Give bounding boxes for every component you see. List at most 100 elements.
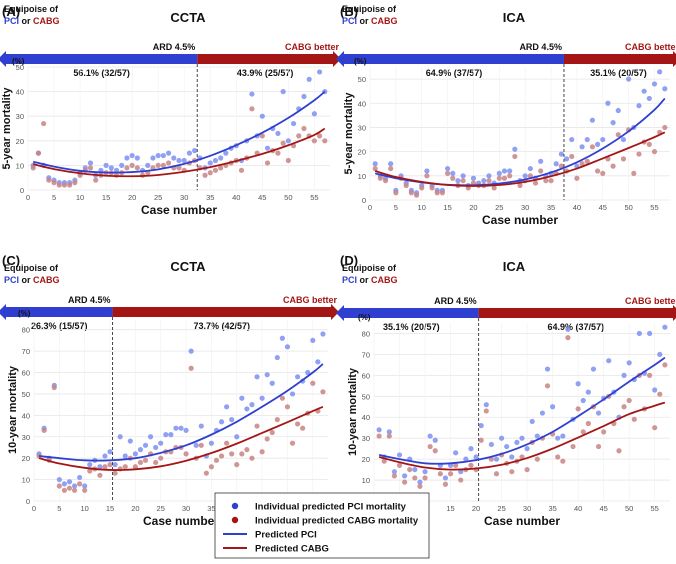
cabg-point xyxy=(198,442,204,448)
pci-point xyxy=(212,157,219,164)
pci-arrow-bar xyxy=(344,54,564,64)
pci-point xyxy=(306,76,312,82)
cabg-point xyxy=(413,192,420,198)
pci-point xyxy=(71,483,78,489)
pci-point xyxy=(590,366,597,372)
cabg-point xyxy=(646,372,653,378)
x-tick-label: 40 xyxy=(573,203,581,212)
y-tick-label: 10 xyxy=(22,476,30,485)
cabg-point xyxy=(310,380,316,386)
panel-letter: (B) xyxy=(340,4,358,19)
pci-point xyxy=(550,404,556,410)
pci-point xyxy=(208,440,215,446)
pci-point xyxy=(160,152,166,159)
pci-point xyxy=(657,69,663,75)
cabg-share-label: 73.7% (42/57) xyxy=(194,321,251,331)
y-tick-label: 30 xyxy=(16,112,24,121)
x-tick-label: 30 xyxy=(523,504,531,513)
x-tick-label: 30 xyxy=(182,504,190,513)
pci-point xyxy=(284,344,291,350)
pci-point xyxy=(455,178,461,184)
x-axis-label: Case number xyxy=(484,514,560,528)
cabg-point xyxy=(538,168,544,174)
cabg-point xyxy=(153,459,159,466)
pci-point xyxy=(522,173,528,179)
cabg-point xyxy=(610,163,616,169)
cabg-arrow-head xyxy=(331,304,339,320)
cabg-point xyxy=(657,391,663,397)
pci-point xyxy=(145,162,151,168)
x-tick-label: 15 xyxy=(446,504,454,513)
cabg-point xyxy=(208,464,215,470)
cabg-point xyxy=(388,165,394,172)
cabg-point xyxy=(432,448,438,454)
pci-point xyxy=(600,136,606,143)
cabg-point xyxy=(534,456,540,462)
pci-point xyxy=(444,165,451,172)
cabg-point xyxy=(134,165,140,171)
pci-point xyxy=(112,462,118,468)
cabg-point xyxy=(160,162,166,168)
pci-point xyxy=(234,434,240,440)
cabg-point xyxy=(41,120,47,127)
x-tick-label: 5 xyxy=(57,504,61,513)
pci-point xyxy=(569,136,575,143)
equipoise-label: Equipoise of xyxy=(342,4,397,14)
pci-point xyxy=(142,442,149,448)
pci-point xyxy=(316,69,323,75)
x-tick-label: 5 xyxy=(52,193,56,202)
cabg-point xyxy=(93,177,99,183)
pci-point xyxy=(605,100,611,106)
pci-point xyxy=(555,435,561,441)
pci-point xyxy=(662,86,668,92)
cabg-point xyxy=(132,464,138,470)
pci-point xyxy=(56,476,62,483)
pci-arrow-bar xyxy=(344,308,479,318)
panel-letter: (D) xyxy=(340,253,358,268)
pci-point xyxy=(254,374,260,380)
equipoise-line: PCI or CABG xyxy=(4,275,60,285)
pci-point xyxy=(453,450,459,456)
pci-arrow-bar xyxy=(6,307,113,317)
pci-point xyxy=(501,168,508,174)
x-tick-label: 55 xyxy=(651,504,659,513)
x-tick-label: 35 xyxy=(206,193,214,202)
pci-point xyxy=(275,130,281,137)
pci-point xyxy=(391,469,398,475)
pci-point xyxy=(468,446,474,452)
cabg-point xyxy=(376,433,382,439)
cabg-point xyxy=(631,170,637,176)
cabg-point xyxy=(651,149,658,155)
cabg-point xyxy=(188,365,194,371)
cabg-point xyxy=(646,141,652,147)
pci-point xyxy=(509,454,515,460)
equipoise-label: Equipoise of xyxy=(4,4,59,14)
y-axis-label: 10-year mortality xyxy=(7,365,19,454)
cabg-point xyxy=(264,160,271,166)
pci-point xyxy=(527,165,533,172)
cabg-point xyxy=(589,144,596,150)
chart-panel-3: (C) CCTA Equipoise of PCI or CABG ARD 4.5% CA… xyxy=(0,253,339,528)
y-tick-label: 20 xyxy=(16,137,24,146)
x-tick-label: 20 xyxy=(128,193,136,202)
cabg-point xyxy=(284,404,291,410)
y-tick-label: 10 xyxy=(16,161,24,170)
cabg-share-label: 35.1% (20/57) xyxy=(590,68,647,78)
pci-point xyxy=(478,423,484,429)
cabg-point xyxy=(486,178,492,184)
pci-point xyxy=(97,464,103,470)
cabg-point xyxy=(124,165,130,171)
cabg-point xyxy=(615,132,621,138)
cabg-point xyxy=(274,417,280,423)
y-tick-label: 80 xyxy=(362,329,370,338)
pci-point xyxy=(117,434,123,440)
pci-point xyxy=(585,389,591,395)
pci-point xyxy=(134,155,140,161)
pci-point xyxy=(626,76,632,82)
cabg-point xyxy=(122,464,128,470)
pci-point xyxy=(124,155,130,161)
pci-point xyxy=(285,138,291,144)
x-tick-label: 55 xyxy=(310,193,318,202)
pci-point xyxy=(402,473,408,479)
pci-share-label: 56.1% (32/57) xyxy=(73,68,130,78)
